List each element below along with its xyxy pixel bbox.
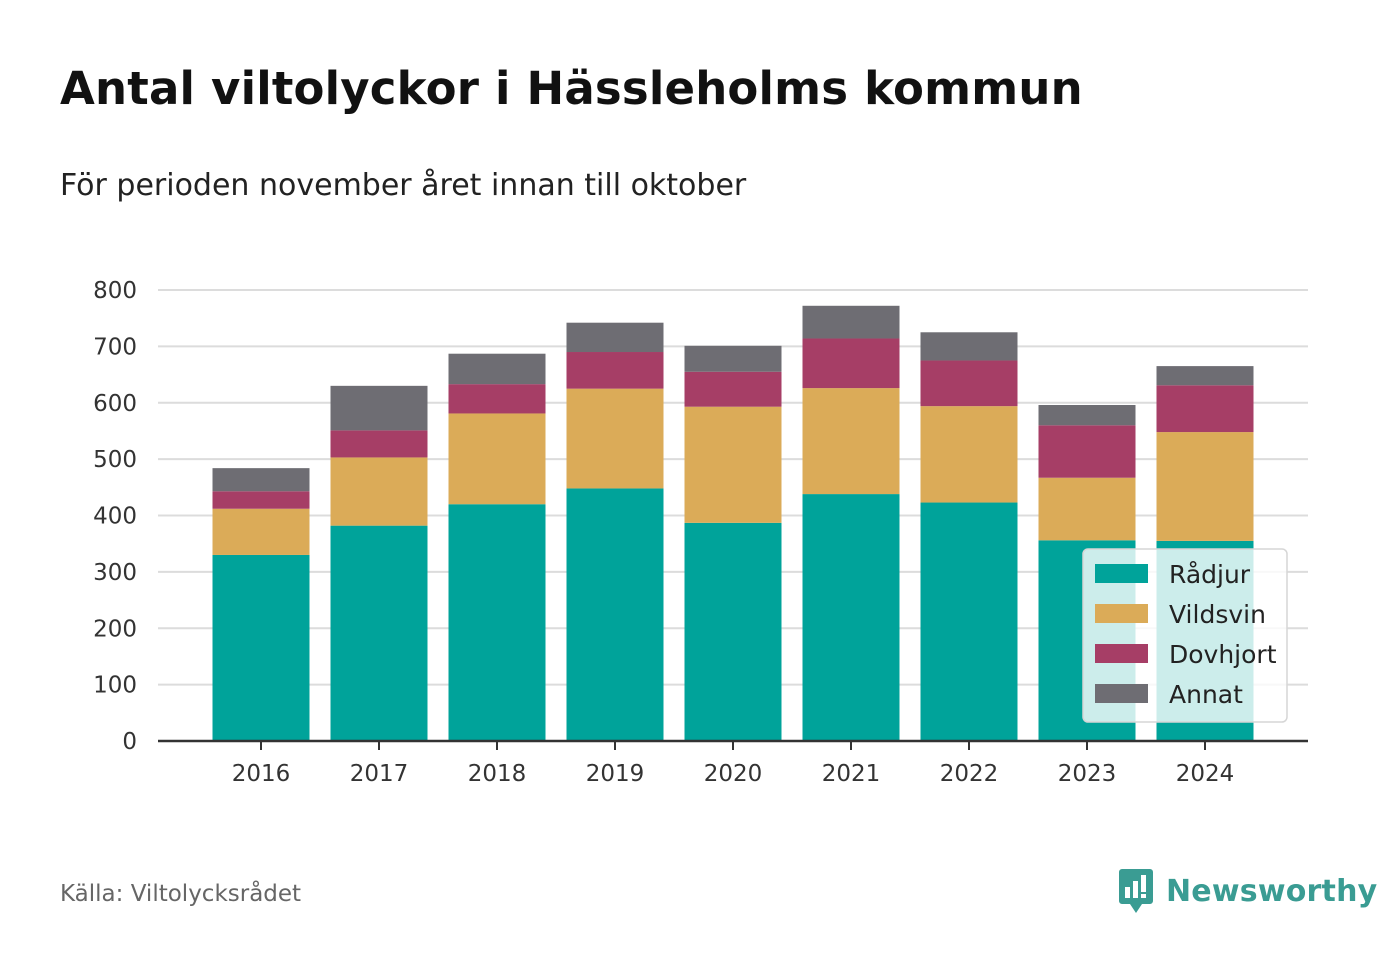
brand-logo: Newsworthy	[1118, 866, 1377, 916]
legend-swatch-dovhjort	[1095, 644, 1148, 663]
legend-label: Annat	[1169, 680, 1243, 709]
x-tick-label: 2022	[940, 761, 999, 787]
x-tick-label: 2021	[822, 761, 881, 787]
legend-swatch-vildsvin	[1095, 604, 1148, 623]
chart-subtitle: För perioden november året innan till ok…	[60, 168, 747, 203]
y-tick-label: 600	[93, 391, 137, 417]
bar-segment-rådjur-2021	[802, 494, 900, 741]
bar-segment-annat-2018	[448, 353, 546, 385]
bar-segment-rådjur-2020	[684, 522, 782, 741]
bar-segment-annat-2022	[920, 332, 1018, 361]
legend: Rådjur Vildsvin Dovhjort Annat	[1082, 548, 1288, 723]
y-tick-label: 300	[93, 560, 137, 586]
x-tick-label: 2024	[1176, 761, 1235, 787]
x-axis: 2016 2017 2018 2019 2020 2021 2022 2023 2024	[158, 739, 1308, 787]
bar-segment-annat-2021	[802, 305, 900, 339]
legend-swatch-annat	[1095, 684, 1148, 703]
bar-segment-rådjur-2019	[566, 488, 664, 741]
bar-segment-dovhjort-2020	[684, 371, 782, 407]
x-tick-label: 2016	[232, 761, 291, 787]
bar-segment-annat-2019	[566, 322, 664, 353]
y-tick-label: 200	[93, 616, 137, 642]
bar-segment-dovhjort-2024	[1156, 385, 1254, 433]
source-note: Källa: Viltolycksrådet	[60, 881, 302, 907]
legend-label: Vildsvin	[1169, 600, 1266, 629]
x-tick-label: 2017	[350, 761, 409, 787]
x-tick-label: 2019	[586, 761, 645, 787]
bar-segment-dovhjort-2019	[566, 352, 664, 389]
y-tick-label: 500	[93, 447, 137, 473]
x-tick-label: 2018	[468, 761, 527, 787]
bar-segment-vildsvin-2016	[212, 508, 310, 555]
bar-segment-dovhjort-2023	[1038, 425, 1136, 478]
bar-segment-annat-2024	[1156, 366, 1254, 386]
newsworthy-logo-icon	[1119, 869, 1153, 913]
bar-segment-dovhjort-2022	[920, 360, 1018, 407]
bar-segment-vildsvin-2021	[802, 388, 900, 495]
chart-title: Antal viltolyckor i Hässleholms kommun	[60, 62, 1083, 115]
y-axis-ticks: 0 100 200 300 400 500 600 700 800	[93, 278, 137, 755]
bar-segment-dovhjort-2016	[212, 491, 310, 509]
bar-segment-vildsvin-2018	[448, 413, 546, 505]
bar-segment-annat-2017	[330, 385, 428, 431]
bar-segment-vildsvin-2019	[566, 388, 664, 489]
bar-segment-vildsvin-2017	[330, 457, 428, 526]
bar-segment-rådjur-2016	[212, 554, 310, 741]
bar-segment-annat-2020	[684, 345, 782, 372]
legend-box	[1082, 548, 1288, 723]
bar-segment-vildsvin-2020	[684, 406, 782, 523]
bar-segment-vildsvin-2022	[920, 406, 1018, 503]
bar-segment-annat-2023	[1038, 405, 1136, 426]
x-tick-label: 2023	[1058, 761, 1117, 787]
y-tick-label: 400	[93, 504, 137, 530]
bars	[212, 305, 1254, 741]
y-tick-label: 800	[93, 278, 137, 304]
bar-segment-vildsvin-2023	[1038, 477, 1136, 541]
legend-label: Rådjur	[1169, 560, 1251, 589]
bar-segment-annat-2016	[212, 468, 310, 492]
x-tick-label: 2020	[704, 761, 763, 787]
bar-segment-dovhjort-2021	[802, 338, 900, 389]
bar-segment-vildsvin-2024	[1156, 432, 1254, 541]
y-tick-label: 700	[93, 334, 137, 360]
bar-segment-dovhjort-2018	[448, 384, 546, 414]
bar-segment-rådjur-2022	[920, 502, 1018, 741]
legend-swatch-rådjur	[1095, 564, 1148, 583]
bar-segment-dovhjort-2017	[330, 430, 428, 458]
bar-segment-rådjur-2018	[448, 504, 546, 741]
y-tick-label: 0	[122, 729, 137, 755]
legend-label: Dovhjort	[1169, 640, 1277, 669]
y-tick-label: 100	[93, 673, 137, 699]
brand-name: Newsworthy	[1166, 873, 1378, 909]
bar-segment-rådjur-2017	[330, 525, 428, 741]
